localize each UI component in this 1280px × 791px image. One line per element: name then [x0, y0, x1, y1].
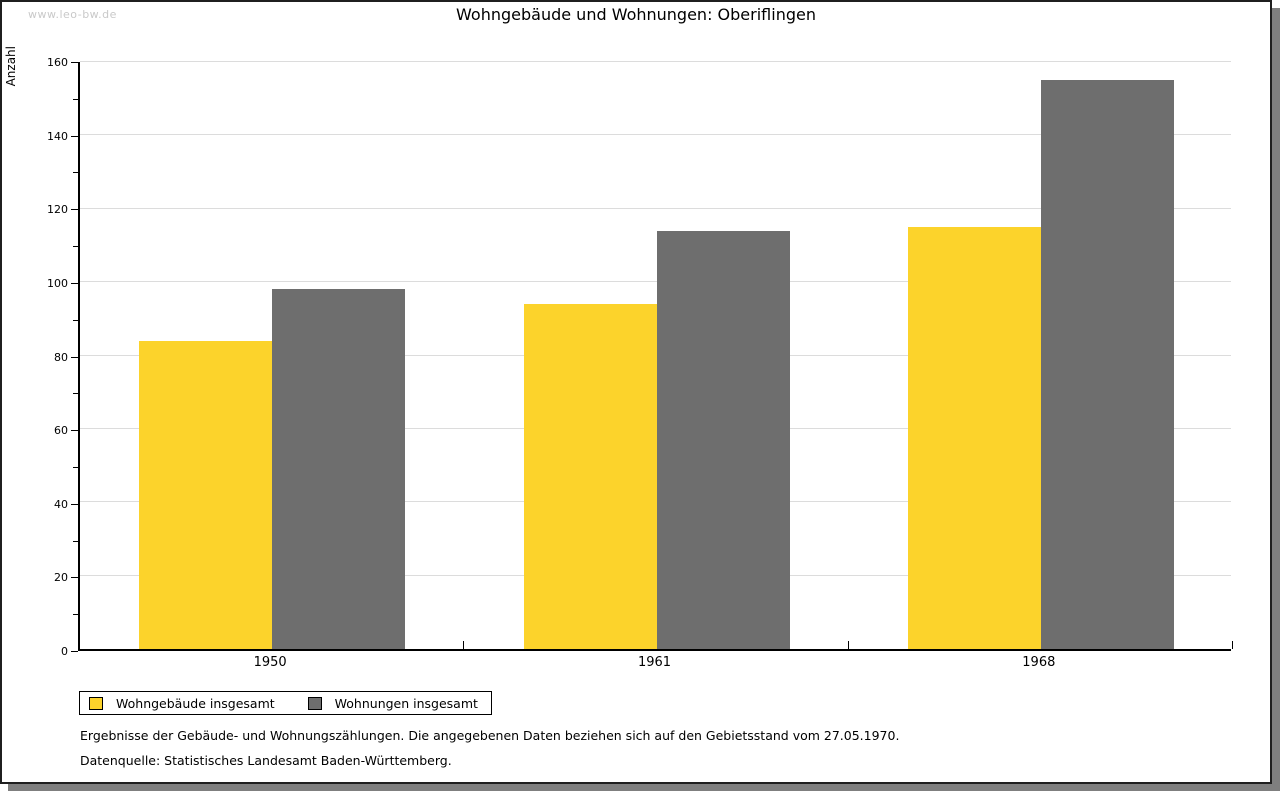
legend-label-wohngebaeude: Wohngebäude insgesamt	[116, 695, 275, 711]
yellow-swatch-icon	[89, 696, 103, 710]
bar-1961-wohnungen	[656, 230, 790, 649]
bar-1950-wohngebaeude	[139, 340, 273, 649]
y-tick-label-160: 160	[47, 56, 68, 69]
y-tick-major-100	[71, 282, 78, 284]
legend-item-wohnungen: Wohnungen insgesamt	[307, 695, 478, 711]
y-tick-label-120: 120	[47, 203, 68, 217]
chart-title: Wohngebäude und Wohnungen: Oberiflingen	[456, 5, 816, 24]
x-tick-label-1950: 1950	[253, 655, 287, 670]
y-tick-label-80: 80	[54, 350, 68, 364]
y-tick-minor-10	[73, 614, 78, 616]
gridline-y-140	[80, 134, 1231, 136]
gridline-y-120	[80, 207, 1231, 209]
y-tick-label-100: 100	[47, 276, 68, 290]
bar-1968-wohnungen	[1040, 80, 1174, 649]
gridline-y-100	[80, 281, 1231, 283]
y-tick-major-80	[71, 356, 78, 358]
y-tick-label-60: 60	[54, 424, 68, 438]
y-tick-minor-150	[73, 98, 78, 100]
y-tick-minor-70	[73, 393, 78, 395]
y-tick-minor-130	[73, 172, 78, 174]
footer-note: Ergebnisse der Gebäude- und Wohnungszähl…	[80, 728, 900, 743]
y-tick-label-140: 140	[47, 129, 68, 143]
x-tick-label-1961: 1961	[637, 655, 672, 670]
bar-1968-wohngebaeude	[907, 227, 1041, 649]
y-tick-major-0	[71, 651, 78, 652]
y-tick-major-40	[71, 503, 78, 505]
y-tick-label-0: 0	[61, 645, 68, 658]
bar-1961-wohngebaeude	[523, 304, 657, 649]
y-tick-major-60	[71, 430, 78, 432]
legend-item-wohngebaeude: Wohngebäude insgesamt	[89, 696, 275, 711]
watermark-text: www.leo-bw.de	[28, 8, 117, 21]
chart-legend: Wohngebäude insgesamt Wohnungen insgesamt	[79, 691, 492, 715]
x-axis-tick-3	[1232, 641, 1233, 649]
x-tick-label-1968: 1968	[1022, 655, 1056, 670]
y-tick-minor-30	[73, 540, 78, 542]
y-tick-major-140	[71, 135, 78, 137]
bar-1950-wohnungen	[272, 289, 406, 649]
x-axis-tick-2	[847, 641, 849, 649]
y-tick-minor-50	[73, 466, 78, 468]
y-tick-label-20: 20	[54, 571, 68, 585]
y-tick-major-120	[71, 209, 78, 211]
legend-label-wohnungen: Wohnungen insgesamt	[334, 695, 478, 711]
y-tick-minor-90	[73, 319, 78, 321]
y-tick-major-160	[71, 62, 78, 63]
y-tick-major-20	[71, 577, 78, 579]
gray-swatch-icon	[307, 696, 322, 710]
y-tick-label-40: 40	[54, 497, 68, 511]
y-tick-minor-110	[73, 246, 78, 248]
footer-source: Datenquelle: Statistisches Landesamt Bad…	[80, 753, 452, 768]
x-axis-tick-1	[463, 641, 465, 649]
gridline-y-160	[80, 61, 1231, 62]
plot-area	[78, 61, 1233, 651]
